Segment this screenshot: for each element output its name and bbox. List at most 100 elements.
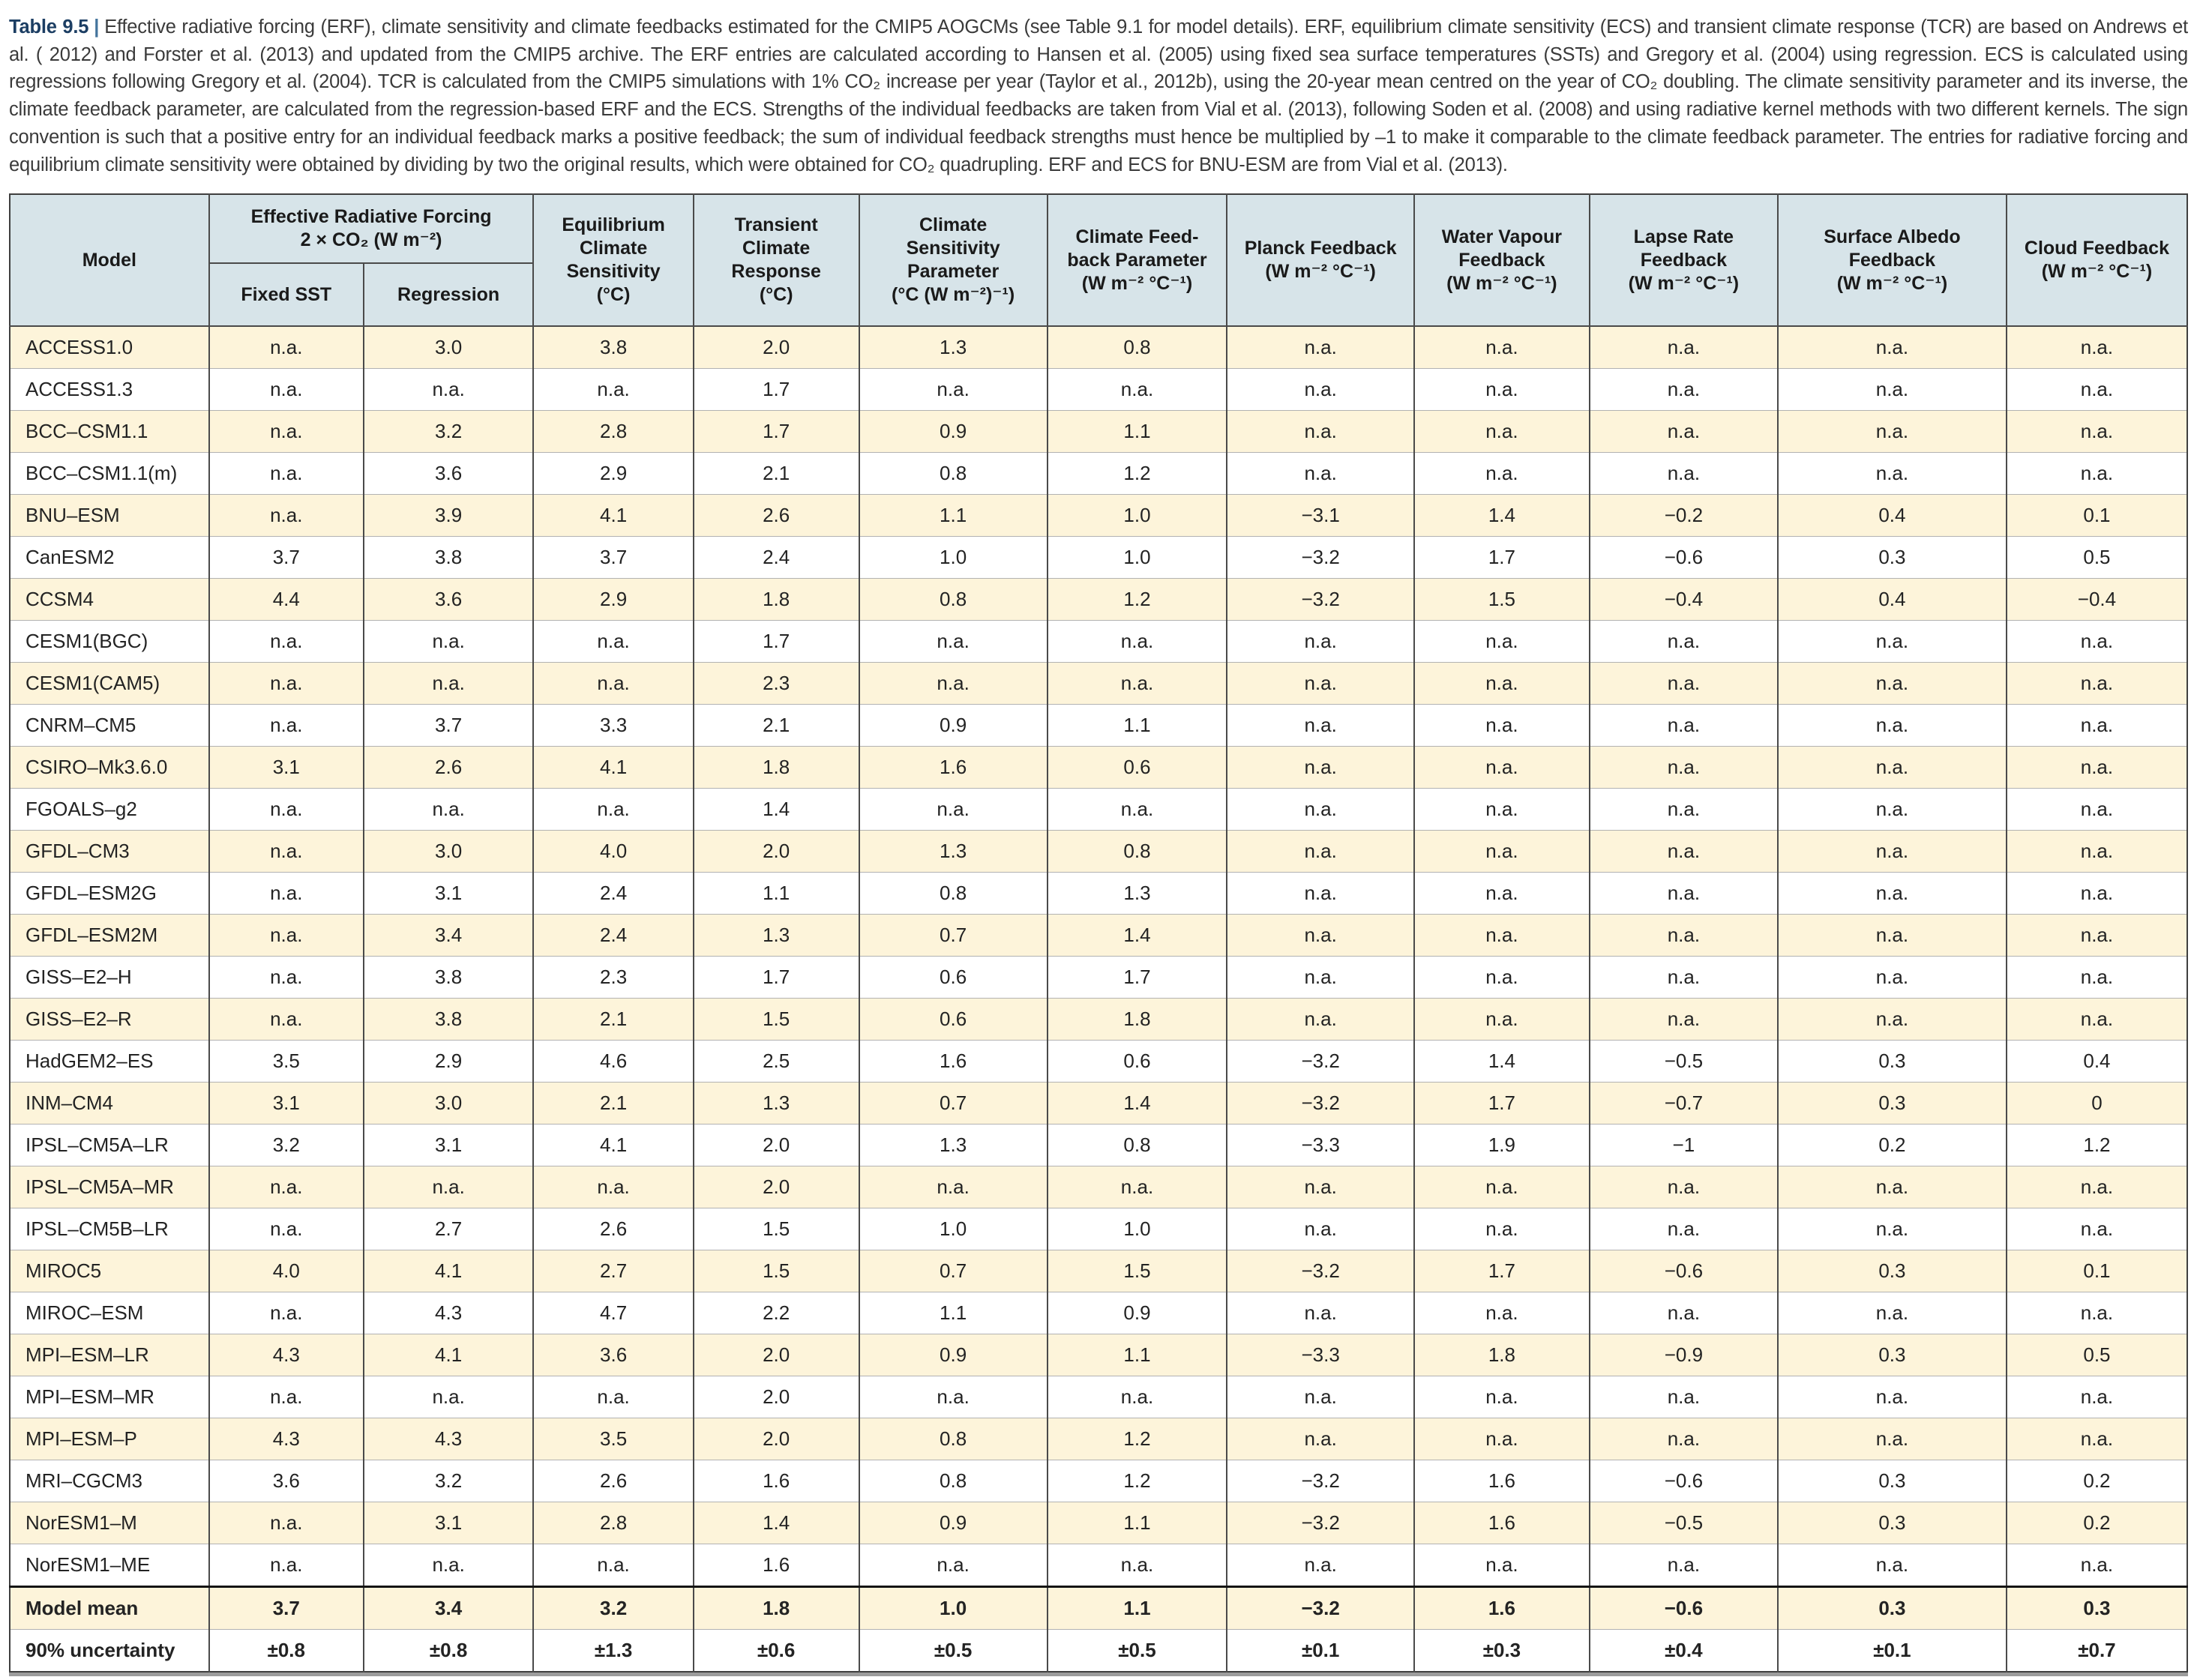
value-cell: 1.5: [692, 1208, 859, 1250]
value-cell: 0: [2005, 1082, 2187, 1124]
value-cell: −3.2: [1226, 1502, 1415, 1544]
value-cell: n.a.: [1413, 914, 1590, 957]
value-cell: −3.2: [1226, 1586, 1415, 1630]
value-cell: 1.6: [692, 1544, 859, 1587]
value-cell: 1.2: [1046, 1418, 1227, 1460]
value-cell: 1.2: [1046, 578, 1227, 621]
model-cell: MIROC–ESM: [10, 1292, 209, 1334]
value-cell: n.a.: [1226, 452, 1415, 495]
value-cell: −0.9: [1588, 1334, 1778, 1376]
value-cell: 1.7: [692, 410, 859, 453]
value-cell: 1.1: [1046, 410, 1227, 453]
model-cell: CSIRO–Mk3.6.0: [10, 746, 209, 789]
value-cell: 0.8: [858, 1418, 1048, 1460]
value-cell: n.a.: [208, 1544, 364, 1587]
header-erf-group: Effective Radiative Forcing 2 × CO₂ (W m…: [208, 194, 534, 265]
value-cell: n.a.: [1226, 788, 1415, 831]
value-cell: n.a.: [1413, 326, 1590, 369]
value-cell: 0.2: [2005, 1460, 2187, 1502]
table-row: INM–CM4 3.1 3.0 2.1 1.3 0.7 1.4 −3.2 1.7 −0.7 0.3 0: [10, 1082, 2187, 1124]
value-cell: n.a.: [1413, 1166, 1590, 1208]
header-row-1: Model Effective Radiative Forcing 2 × CO…: [10, 194, 2187, 328]
value-cell: n.a.: [858, 1166, 1048, 1208]
table-row: CSIRO–Mk3.6.0 3.1 2.6 4.1 1.8 1.6 0.6 n.a. n.a. n…: [10, 746, 2187, 789]
value-cell: n.a.: [1588, 620, 1778, 663]
model-cell: MPI–ESM–MR: [10, 1376, 209, 1418]
value-cell: 1.9: [1413, 1124, 1590, 1166]
value-cell: 2.4: [532, 872, 694, 915]
model-cell: GISS–E2–R: [10, 998, 209, 1041]
value-cell: 0.3: [1776, 1250, 2007, 1292]
model-cell: CanESM2: [10, 536, 209, 579]
value-cell: n.a.: [208, 872, 364, 915]
table-row: MIROC5 4.0 4.1 2.7 1.5 0.7 1.5 −3.2 1.7 −0.6 0.3 0.…: [10, 1250, 2187, 1292]
value-cell: −3.2: [1226, 1040, 1415, 1083]
value-cell: 1.4: [692, 1502, 859, 1544]
value-cell: 3.7: [208, 1586, 364, 1630]
value-cell: n.a.: [1413, 452, 1590, 495]
value-cell: −3.1: [1226, 494, 1415, 537]
value-cell: n.a.: [362, 1544, 534, 1587]
value-cell: 1.6: [858, 746, 1048, 789]
header-lapse-rate: Lapse Rate Feedback (W m⁻² °C⁻¹): [1588, 194, 1778, 328]
value-cell: n.a.: [1776, 1208, 2007, 1250]
table-row: ACCESS1.0 n.a. 3.0 3.8 2.0 1.3 0.8 n.a. n.a. n.a.…: [10, 326, 2187, 369]
value-cell: 0.2: [2005, 1502, 2187, 1544]
value-cell: n.a.: [1413, 1208, 1590, 1250]
header-csp: Climate Sensitivity Parameter (°C (W m⁻²…: [858, 194, 1048, 328]
value-cell: 2.6: [532, 1460, 694, 1502]
value-cell: 3.1: [362, 872, 534, 915]
value-cell: 0.6: [858, 956, 1048, 999]
value-cell: 1.8: [692, 578, 859, 621]
value-cell: 4.3: [362, 1418, 534, 1460]
value-cell: n.a.: [858, 368, 1048, 411]
value-cell: 0.6: [858, 998, 1048, 1041]
value-cell: n.a.: [208, 1166, 364, 1208]
value-cell: n.a.: [532, 662, 694, 705]
table-row: IPSL–CM5B–LR n.a. 2.7 2.6 1.5 1.0 1.0 n.a. n.a. n…: [10, 1208, 2187, 1250]
value-cell: 0.1: [2005, 494, 2187, 537]
header-cloud: Cloud Feedback (W m⁻² °C⁻¹): [2005, 194, 2187, 328]
value-cell: 2.1: [692, 704, 859, 747]
value-cell: 4.1: [362, 1250, 534, 1292]
value-cell: 3.6: [532, 1334, 694, 1376]
model-cell: NorESM1–ME: [10, 1544, 209, 1587]
value-cell: n.a.: [1588, 1418, 1778, 1460]
value-cell: ±0.3: [1413, 1629, 1590, 1673]
value-cell: 1.3: [692, 1082, 859, 1124]
value-cell: 1.1: [858, 1292, 1048, 1334]
value-cell: 1.1: [1046, 1502, 1227, 1544]
table-row: NorESM1–M n.a. 3.1 2.8 1.4 0.9 1.1 −3.2 1.6 −0.5 0…: [10, 1502, 2187, 1544]
table-row: BCC–CSM1.1(m) n.a. 3.6 2.9 2.1 0.8 1.2 n.a. n.a.…: [10, 452, 2187, 495]
value-cell: n.a.: [1776, 452, 2007, 495]
value-cell: n.a.: [1776, 704, 2007, 747]
value-cell: n.a.: [1588, 1208, 1778, 1250]
value-cell: 2.1: [692, 452, 859, 495]
value-cell: n.a.: [532, 368, 694, 411]
value-cell: n.a.: [208, 998, 364, 1041]
value-cell: −0.2: [1588, 494, 1778, 537]
table-row: NorESM1–ME n.a. n.a. n.a. 1.6 n.a. n.a. n.a. n.a…: [10, 1544, 2187, 1587]
value-cell: 3.6: [362, 578, 534, 621]
value-cell: ±0.4: [1588, 1629, 1778, 1673]
value-cell: 3.2: [532, 1586, 694, 1630]
value-cell: 1.6: [1413, 1586, 1590, 1630]
value-cell: 2.0: [692, 830, 859, 873]
model-cell: CNRM–CM5: [10, 704, 209, 747]
value-cell: 1.5: [692, 1250, 859, 1292]
model-cell: GFDL–CM3: [10, 830, 209, 873]
value-cell: n.a.: [1226, 956, 1415, 999]
value-cell: 0.9: [858, 1502, 1048, 1544]
caption-label: Table 9.5: [9, 16, 89, 37]
value-cell: n.a.: [1413, 410, 1590, 453]
value-cell: n.a.: [208, 956, 364, 999]
value-cell: n.a.: [2005, 914, 2187, 957]
value-cell: n.a.: [1588, 368, 1778, 411]
value-cell: 0.3: [2005, 1586, 2187, 1630]
model-cell: INM–CM4: [10, 1082, 209, 1124]
value-cell: 2.6: [362, 746, 534, 789]
value-cell: 1.1: [1046, 1334, 1227, 1376]
data-table: Model Effective Radiative Forcing 2 × CO…: [9, 193, 2188, 1673]
value-cell: n.a.: [1776, 410, 2007, 453]
